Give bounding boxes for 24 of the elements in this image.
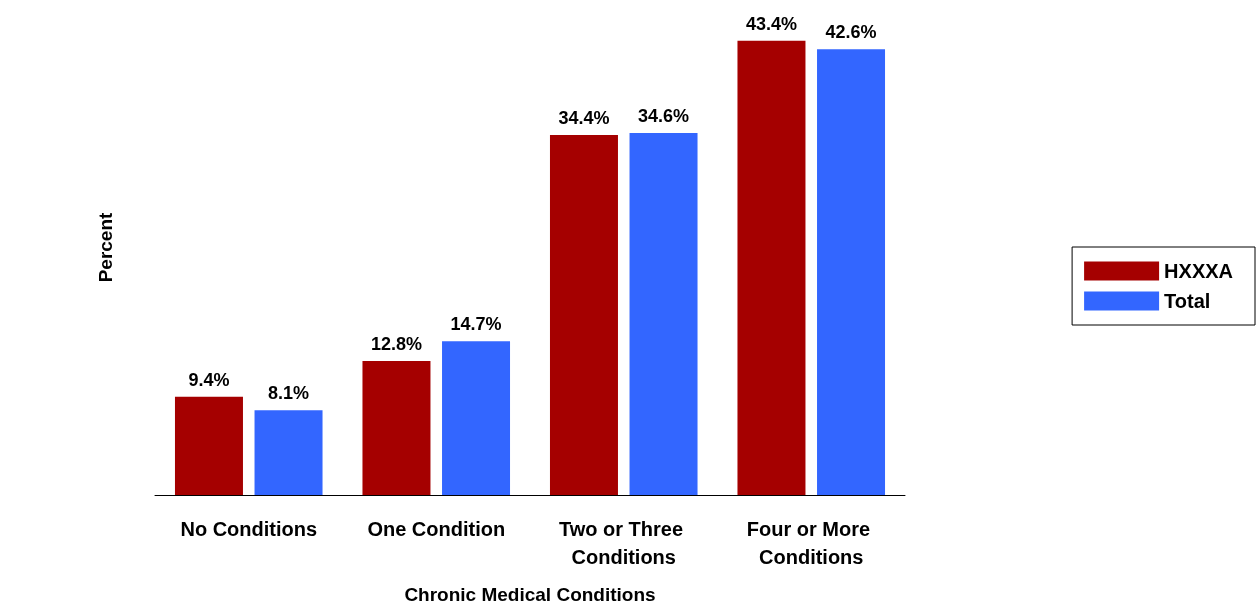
bar [737,40,806,495]
x-tick-label: Two or Three Conditions [558,518,689,568]
bar [254,410,323,495]
data-label: 8.1% [268,383,310,404]
data-label: 12.8% [370,334,422,355]
data-label: 42.6% [825,22,877,43]
data-label: 34.4% [558,108,610,129]
data-label: 34.6% [638,105,690,126]
x-axis-title: Chronic Medical Conditions [404,584,656,605]
data-label: 14.7% [450,314,502,335]
legend-label: Total [1164,290,1211,312]
x-tick-label: Four or More Conditions [746,518,876,568]
bar [442,341,511,495]
data-label: 9.4% [188,369,230,390]
bar [549,135,618,495]
data-label: 43.4% [745,13,797,34]
y-axis-title: Percent [95,211,116,283]
bar [362,361,431,495]
bar [174,396,243,495]
bar [817,49,886,495]
x-tick-label: No Conditions [180,518,318,540]
x-tick-label: One Condition [367,518,506,540]
bar [629,132,698,495]
legend-label: HXXXA [1164,260,1233,282]
